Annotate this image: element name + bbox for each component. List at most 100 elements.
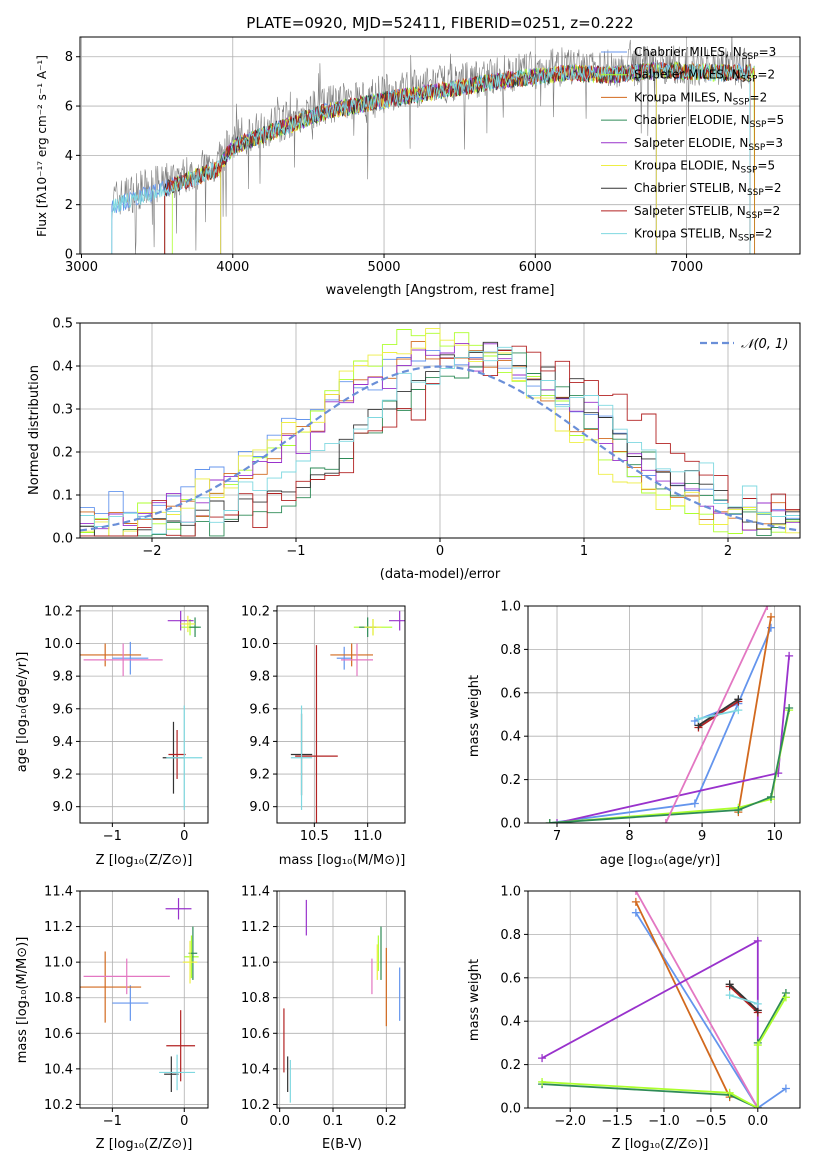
weight-marker xyxy=(766,612,775,621)
y-tick-label: 10.0 xyxy=(241,637,270,652)
legend-entry: Salpeter MILES, NSSP=2 xyxy=(634,68,775,85)
y-tick-label: 10.6 xyxy=(241,1027,270,1042)
y-tick-label: 0.5 xyxy=(52,317,73,332)
weight-marker xyxy=(753,999,762,1008)
x-tick-label: 7000 xyxy=(670,260,703,275)
y-tick-label: 10.6 xyxy=(44,1027,73,1042)
x-tick-label: −0.5 xyxy=(695,1114,727,1129)
y-tick-label: 9.2 xyxy=(52,768,73,783)
weight-z-xlabel: Z [log₁₀(Z/Z⊙)] xyxy=(612,1137,709,1152)
weight-marker xyxy=(553,819,562,823)
y-tick-label: 10.2 xyxy=(241,604,270,619)
x-tick-label: 0.2 xyxy=(376,1114,397,1129)
weight-line-4 xyxy=(542,992,787,1108)
x-tick-label: −1 xyxy=(103,829,122,844)
weight-marker xyxy=(753,936,762,945)
weight-vs-z-panel: −2.0 −1.5 −1.0 −0.5 0.0 0.0 0.2 0.4 0.6 0.8 1.0 xyxy=(500,885,801,1129)
y-tick-label: 11.4 xyxy=(241,885,270,900)
plot-area xyxy=(80,328,800,537)
weight-marker xyxy=(631,897,640,906)
y-tick-label: 2 xyxy=(65,198,73,213)
residual-histogram-8 xyxy=(80,346,800,535)
x-tick-label: −1.5 xyxy=(601,1114,633,1129)
x-tick-label: −2 xyxy=(142,544,161,559)
axes-frame xyxy=(527,605,801,824)
plot-area xyxy=(80,610,203,810)
model-spectrum-7 xyxy=(164,61,751,254)
mass-z-ylabel: mass [log₁₀(M/M⊙)] xyxy=(15,937,30,1064)
axes-frame xyxy=(79,36,801,255)
x-tick-label: 0.0 xyxy=(747,1114,768,1129)
weight-marker xyxy=(753,1041,762,1050)
weight-marker xyxy=(781,1084,790,1093)
legend-entry: Chabrier MILES, NSSP=3 xyxy=(634,45,776,62)
x-tick-label: 11.0 xyxy=(353,829,382,844)
weight-marker xyxy=(538,1054,547,1063)
y-tick-label: 0.4 xyxy=(52,360,73,375)
y-tick-label: 0.2 xyxy=(500,773,521,788)
y-tick-label: 9.4 xyxy=(249,735,270,750)
weight-line-3 xyxy=(541,939,759,1108)
weight-marker xyxy=(763,606,772,610)
mass-vs-z-panel: −1 0 10.2 10.4 10.6 10.8 11.0 11.2 11.4 xyxy=(44,885,209,1129)
weight-marker xyxy=(785,651,794,660)
y-tick-label: 9.6 xyxy=(249,702,270,717)
legend-entry: Chabrier ELODIE, NSSP=5 xyxy=(634,113,784,130)
x-tick-label: 0 xyxy=(180,829,188,844)
y-tick-label: 0.4 xyxy=(500,730,521,745)
y-tick-label: 0.0 xyxy=(500,817,521,832)
legend-entry: Kroupa MILES, NSSP=2 xyxy=(634,90,767,107)
weight-marker xyxy=(734,695,743,704)
weight-marker xyxy=(734,706,743,715)
y-tick-label: 9.0 xyxy=(249,800,270,815)
weight-line-9 xyxy=(664,606,769,823)
y-tick-label: 11.0 xyxy=(241,956,270,971)
mass-ebv-xlabel: E(B-V) xyxy=(322,1137,362,1152)
y-tick-label: 10.2 xyxy=(44,604,73,619)
y-tick-label: 1.0 xyxy=(500,600,521,615)
plot-area xyxy=(545,606,794,823)
y-tick-label: 0.6 xyxy=(500,686,521,701)
x-tick-label: 8 xyxy=(625,829,633,844)
weight-marker xyxy=(785,703,794,712)
weight-line-8 xyxy=(698,709,739,720)
age-vs-z-panel: −1 0 9.0 9.2 9.4 9.6 9.8 10.0 10.2 xyxy=(44,604,209,844)
weight-marker xyxy=(694,714,703,723)
weight-marker xyxy=(631,908,640,917)
model-spectrum-6 xyxy=(164,61,751,254)
y-tick-label: 8 xyxy=(65,50,73,65)
legend-entry: Salpeter ELODIE, NSSP=3 xyxy=(634,136,783,153)
weight-line-2 xyxy=(635,891,759,1108)
spectrum-legend: Chabrier MILES, NSSP=3 Salpeter MILES, NS… xyxy=(601,45,784,244)
residual-histogram-4 xyxy=(80,343,800,531)
y-tick-label: 0.6 xyxy=(500,971,521,986)
plot-area xyxy=(283,899,401,1103)
axes-frame xyxy=(79,890,209,1109)
x-tick-label: −1 xyxy=(103,1114,122,1129)
x-tick-label: 0 xyxy=(180,1114,188,1129)
x-tick-label: 9 xyxy=(698,829,706,844)
legend-entry: Salpeter STELIB, NSSP=2 xyxy=(634,204,780,221)
y-tick-label: 11.0 xyxy=(44,956,73,971)
y-tick-label: 0 xyxy=(65,248,73,263)
legend-entry: Kroupa STELIB, NSSP=2 xyxy=(634,227,772,244)
legend-entry: Chabrier STELIB, NSSP=2 xyxy=(634,181,782,198)
x-tick-label: 0 xyxy=(436,544,444,559)
x-tick-label: 3000 xyxy=(65,260,98,275)
axes-frame xyxy=(79,605,209,824)
y-tick-label: 0.0 xyxy=(500,1102,521,1117)
y-tick-label: 11.2 xyxy=(44,920,73,935)
weight-marker xyxy=(781,993,790,1002)
weight-line-1 xyxy=(635,901,731,1098)
weight-marker xyxy=(766,792,775,801)
residuals-ylabel: Normed distribution xyxy=(27,365,42,495)
y-tick-label: 0.4 xyxy=(500,1015,521,1030)
y-tick-label: 9.6 xyxy=(52,702,73,717)
y-tick-label: 4 xyxy=(65,149,73,164)
observed-spectrum xyxy=(111,37,751,254)
mass-vs-ebv-panel: 0.0 0.1 0.2 10.2 10.4 10.6 10.8 11.0 11.2 11.4 xyxy=(241,885,406,1129)
x-tick-label: 10 xyxy=(766,829,783,844)
y-tick-label: 10.4 xyxy=(44,1062,73,1077)
age-vs-mass-panel: 10.5 11.0 9.0 9.2 9.4 9.6 9.8 10.0 10.2 xyxy=(241,604,406,844)
plot-area xyxy=(290,610,405,823)
